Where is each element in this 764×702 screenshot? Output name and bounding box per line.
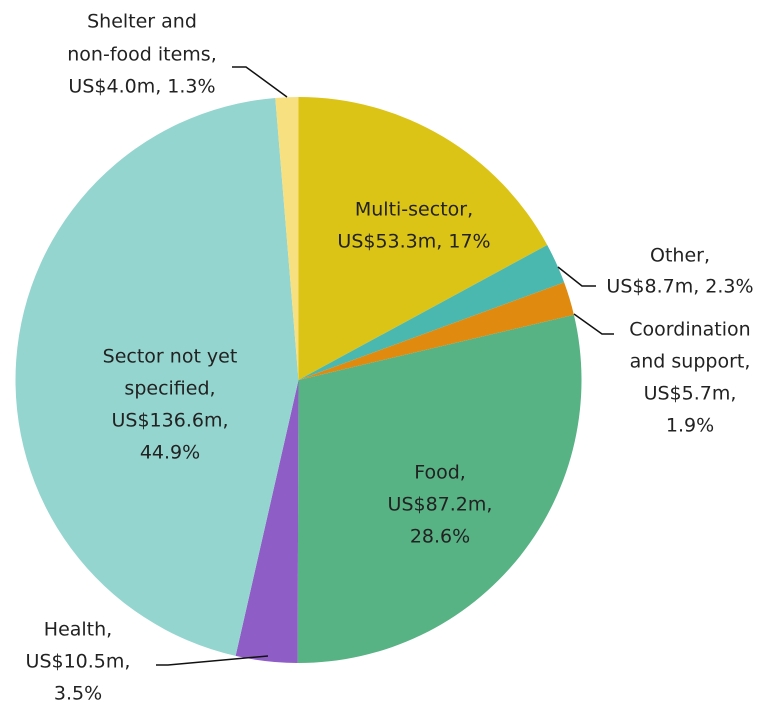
pie-slice — [298, 282, 574, 380]
slice-label: Shelter and — [87, 11, 197, 33]
slice-label: Multi-sector, — [355, 199, 473, 221]
leader-line — [573, 313, 614, 335]
slice-label: Other, — [650, 245, 710, 267]
slice-label: US$53.3m, 17% — [337, 231, 490, 253]
slice-label: US$10.5m, — [26, 651, 131, 673]
slice-label: US$8.7m, 2.3% — [606, 276, 753, 298]
slice-label: specified, — [124, 378, 215, 400]
slice-label: and support, — [630, 351, 751, 373]
slice-label: 1.9% — [666, 415, 714, 437]
slice-label: US$5.7m, — [644, 383, 737, 405]
pie-slice — [15, 97, 299, 656]
pie-slice — [235, 380, 299, 663]
slice-label: non-food items, — [67, 44, 216, 66]
leader-line — [557, 266, 596, 287]
slice-label: Food, — [414, 462, 466, 484]
pie-slice — [298, 244, 565, 380]
pie-slice — [275, 97, 299, 380]
slice-label: US$87.2m, — [388, 494, 493, 516]
leader-line — [232, 66, 288, 98]
slice-label: 28.6% — [410, 526, 470, 548]
slice-label: Health, — [44, 619, 112, 641]
slice-label: 44.9% — [140, 442, 200, 464]
pie-slice — [297, 314, 582, 663]
slice-label: Coordination — [629, 319, 750, 341]
pie-slice — [298, 97, 548, 380]
slice-label: US$4.0m, 1.3% — [68, 76, 215, 98]
slice-label: 3.5% — [54, 683, 102, 702]
leader-line — [156, 655, 269, 666]
slice-label: US$136.6m, — [112, 410, 229, 432]
slice-label: Sector not yet — [103, 346, 238, 368]
